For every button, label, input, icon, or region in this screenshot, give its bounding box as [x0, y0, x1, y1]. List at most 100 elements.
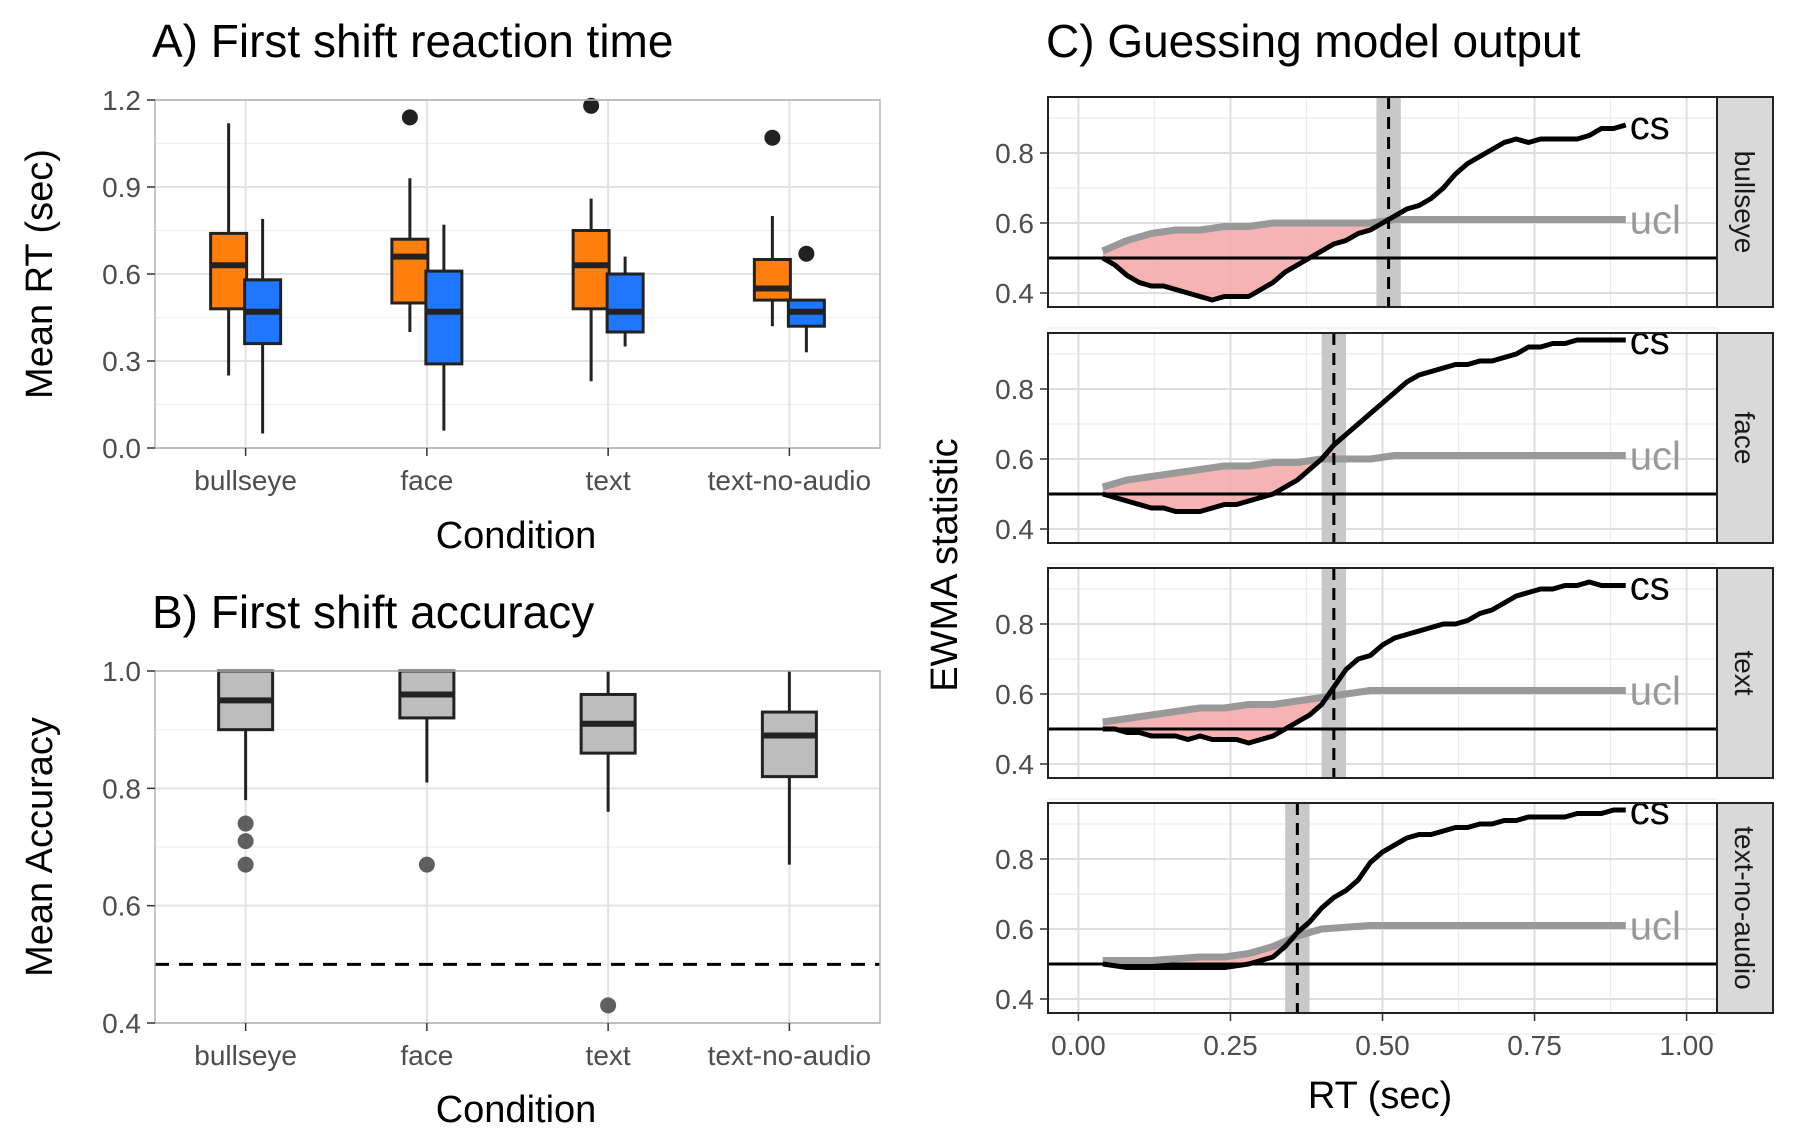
facet-y-tick-label: 0.8 — [995, 374, 1034, 405]
panel-b-outlier-point — [237, 833, 254, 850]
facet-y-tick-label: 0.6 — [995, 444, 1034, 475]
facet-y-tick-label: 0.4 — [995, 514, 1034, 545]
panel-c-title: C) Guessing model output — [1046, 15, 1581, 67]
panel-b-box-text-no-audio — [760, 671, 818, 865]
facet-text-no-audio: cs ucl text-no-audio 0.4 0.6 0.8 — [995, 789, 1774, 1035]
facet-y-tick-label: 0.4 — [995, 984, 1034, 1015]
panel-b-x-ticks: bullseye face text text-no-audio — [194, 1023, 871, 1071]
panel-b-y-tick-label: 0.4 — [102, 1008, 141, 1039]
panel-b-outlier-point — [418, 856, 435, 873]
facet-y-tick-label: 0.6 — [995, 208, 1034, 239]
panel-b-box-face — [398, 669, 456, 873]
facet-y-tick-label: 0.8 — [995, 609, 1034, 640]
panel-a-y-tick-label: 0.9 — [102, 172, 141, 203]
panel-a-outlier-point — [798, 245, 815, 262]
facet-cs-label: cs — [1630, 104, 1670, 148]
facet-strip — [1716, 567, 1774, 779]
facet-strip-label: text — [1729, 650, 1760, 695]
facet-ucl-line — [1101, 216, 1626, 255]
facet-y-tick-label: 0.8 — [995, 844, 1034, 875]
panel-a-x-tick-label: text-no-audio — [708, 465, 871, 496]
facet-guessing-region — [1102, 932, 1298, 968]
panel-b-x-axis-title: Condition — [436, 1089, 597, 1131]
panel-c-x-tick-label: 1.00 — [1659, 1030, 1714, 1061]
panel-a-y-tick-label: 0.3 — [102, 346, 141, 377]
panel-a-title: A) First shift reaction time — [152, 15, 673, 67]
facet-ucl-line — [1102, 922, 1626, 964]
facet-ucl-line — [1101, 452, 1626, 491]
panel-a-x-axis-title: Condition — [436, 515, 597, 557]
panel-b-box-body — [760, 710, 818, 779]
panel-a-box-text-no-audio — [752, 129, 792, 327]
panel-b-title: B) First shift accuracy — [152, 586, 594, 638]
panel-a-box-body — [209, 231, 249, 311]
panel-a-x-ticks: bullseye face text text-no-audio — [194, 448, 871, 496]
panel-c-x-tick-label: 0.75 — [1507, 1030, 1562, 1061]
facet-y-tick-label: 0.4 — [995, 749, 1034, 780]
panel-a-box-face — [424, 224, 464, 431]
facet-cs-label: cs — [1630, 319, 1670, 363]
panel-b-x-tick-label: text-no-audio — [708, 1040, 871, 1071]
panel-b-y-axis-title: Mean Accuracy — [19, 717, 61, 977]
panel-b-accuracy: B) First shift accuracy 0.4 0.6 0.8 1.0 bul… — [19, 586, 881, 1131]
panel-a-y-axis-title: Mean RT (sec) — [19, 149, 61, 399]
panel-b-y-tick-label: 0.8 — [102, 773, 141, 804]
facet-y-tick-label: 0.4 — [995, 278, 1034, 309]
panel-a-y-tick-label: 1.2 — [102, 85, 141, 116]
panel-c-guessing-model: C) Guessing model output cs ucl bullseye 0.… — [924, 15, 1774, 1117]
panel-a-box-body — [605, 272, 645, 334]
facet-strip-label: text-no-audio — [1729, 826, 1760, 989]
facet-strip-label: face — [1729, 412, 1760, 465]
facet-y-tick-label: 0.6 — [995, 914, 1034, 945]
panel-a-box-body — [424, 269, 464, 366]
facet-y-tick-label: 0.6 — [995, 679, 1034, 710]
panel-a-box-body — [571, 229, 611, 311]
panel-b-x-tick-label: face — [400, 1040, 453, 1071]
panel-a-box-text — [571, 97, 611, 382]
facet-text: cs ucl text 0.4 0.6 0.8 — [995, 565, 1774, 800]
facet-ucl-label: ucl — [1630, 435, 1681, 479]
facet-strip-label: bullseye — [1729, 151, 1760, 254]
panel-c-x-tick-label: 0.00 — [1051, 1030, 1106, 1061]
panel-b-boxplots — [217, 669, 818, 1014]
facet-bullseye: cs ucl bullseye 0.4 0.6 0.8 — [995, 96, 1774, 329]
panel-b-y-tick-label: 0.6 — [102, 891, 141, 922]
panel-b-x-tick-label: bullseye — [194, 1040, 297, 1071]
facet-ucl-label: ucl — [1630, 199, 1681, 243]
panel-b-outlier-point — [237, 856, 254, 873]
panel-a-box-body — [752, 258, 792, 302]
panel-c-x-tick-label: 0.50 — [1355, 1030, 1410, 1061]
panel-a-outlier-point — [401, 109, 418, 126]
panel-b-box-text — [579, 671, 637, 1014]
facet-cs-label: cs — [1630, 789, 1670, 833]
panel-a-box-text — [605, 256, 645, 347]
facet-guessing-region — [1102, 219, 1389, 300]
facet-cs-label: cs — [1630, 565, 1670, 609]
panel-c-x-axis-title: RT (sec) — [1308, 1075, 1452, 1117]
panel-a-y-tick-label: 0.6 — [102, 259, 141, 290]
panel-c-x-ticks: 0.00 0.25 0.50 0.75 1.00 — [1051, 1013, 1714, 1061]
panel-a-reaction-time: A) First shift reaction time 0.0 0.3 0.6 0.… — [19, 15, 881, 557]
facet-strip — [1716, 802, 1774, 1014]
facet-cs-line — [1102, 579, 1626, 746]
panel-b-frame — [154, 670, 881, 1024]
panel-b-x-tick-label: text — [586, 1040, 631, 1071]
panel-b-box-bullseye — [217, 669, 275, 873]
panel-a-x-tick-label: face — [400, 465, 453, 496]
facet-y-tick-label: 0.8 — [995, 138, 1034, 169]
panel-b-y-tick-label: 1.0 — [102, 656, 141, 687]
panel-a-box-body — [390, 237, 430, 305]
facet-face: cs ucl face 0.4 0.6 0.8 — [995, 319, 1774, 565]
panel-a-box-face — [390, 109, 430, 332]
facet-ucl-line — [1102, 687, 1626, 726]
panel-a-x-tick-label: bullseye — [194, 465, 297, 496]
panel-a-outlier-point — [583, 97, 600, 114]
panel-c-x-tick-label: 0.25 — [1203, 1030, 1258, 1061]
panel-a-outlier-point — [764, 129, 781, 146]
panel-b-y-ticks: 0.4 0.6 0.8 1.0 — [102, 656, 155, 1039]
panel-a-y-tick-label: 0.0 — [102, 433, 141, 464]
panel-a-box-text-no-audio — [786, 245, 826, 353]
facet-ucl-label: ucl — [1630, 905, 1681, 949]
facet-cs-line — [1102, 807, 1626, 970]
